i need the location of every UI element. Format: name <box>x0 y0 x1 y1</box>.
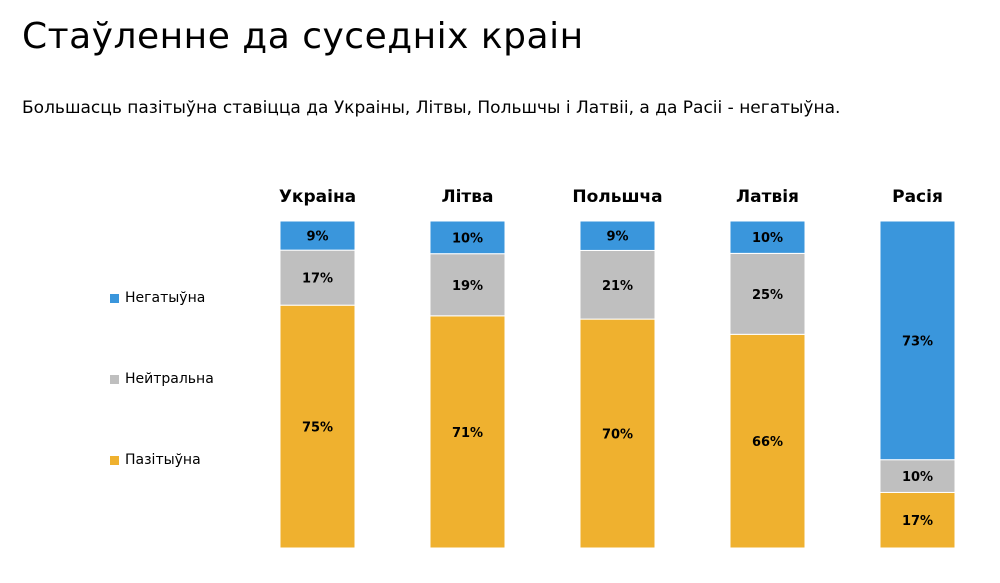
legend-swatch-neutral <box>110 374 119 384</box>
legend-item-neutral: Нейтральна <box>110 371 214 387</box>
category-label-latvia: Латвія <box>736 187 799 207</box>
data-label-lithuania-neutral: 19% <box>452 279 483 294</box>
data-label-poland-negative: 9% <box>606 230 628 245</box>
bar-poland-neutral <box>579 249 656 320</box>
chart-legend: Негатыўна Нейтральна Пазітыўна <box>110 0 270 583</box>
bar-russia-positive <box>879 491 956 549</box>
data-label-ukraine-positive: 75% <box>302 421 333 436</box>
category-label-russia: Расія <box>892 187 943 207</box>
legend-swatch-negative <box>110 293 119 303</box>
data-label-lithuania-positive: 71% <box>452 426 483 441</box>
legend-label-positive: Пазітыўна <box>125 452 201 468</box>
data-label-latvia-negative: 10% <box>752 231 783 246</box>
category-label-lithuania: Літва <box>441 187 493 207</box>
category-label-ukraine: Украіна <box>279 187 356 207</box>
bar-lithuania-negative <box>429 220 506 255</box>
bar-latvia-positive <box>729 333 806 549</box>
legend-item-positive: Пазітыўна <box>110 452 201 468</box>
data-label-russia-negative: 73% <box>902 334 933 349</box>
data-label-ukraine-negative: 9% <box>306 230 328 245</box>
legend-label-negative: Негатыўна <box>125 290 206 306</box>
page-subtitle: Большасць пазітыўна ставіцца да Украіны,… <box>22 98 841 118</box>
legend-label-neutral: Нейтральна <box>125 371 214 387</box>
data-label-russia-neutral: 10% <box>902 470 933 485</box>
bar-latvia-negative <box>729 220 806 254</box>
legend-item-negative: Негатыўна <box>110 290 205 306</box>
bar-ukraine-neutral <box>279 249 356 306</box>
data-label-poland-neutral: 21% <box>602 279 633 294</box>
bar-latvia-neutral <box>729 252 806 335</box>
data-label-russia-positive: 17% <box>902 514 933 529</box>
data-label-latvia-neutral: 25% <box>752 288 783 303</box>
bar-lithuania-neutral <box>429 253 506 317</box>
bar-lithuania-positive <box>429 315 506 549</box>
bar-russia-negative <box>879 220 956 461</box>
data-label-latvia-positive: 66% <box>752 435 783 450</box>
legend-swatch-positive <box>110 455 119 465</box>
category-label-poland: Польшча <box>572 187 662 207</box>
bar-ukraine-negative <box>279 220 356 251</box>
bar-poland-positive <box>579 318 656 549</box>
data-label-lithuania-negative: 10% <box>452 231 483 246</box>
page-title: Стаўленне да суседніх краін <box>22 16 584 57</box>
bar-poland-negative <box>579 220 656 251</box>
data-label-poland-positive: 70% <box>602 428 633 443</box>
data-label-ukraine-neutral: 17% <box>302 272 333 287</box>
